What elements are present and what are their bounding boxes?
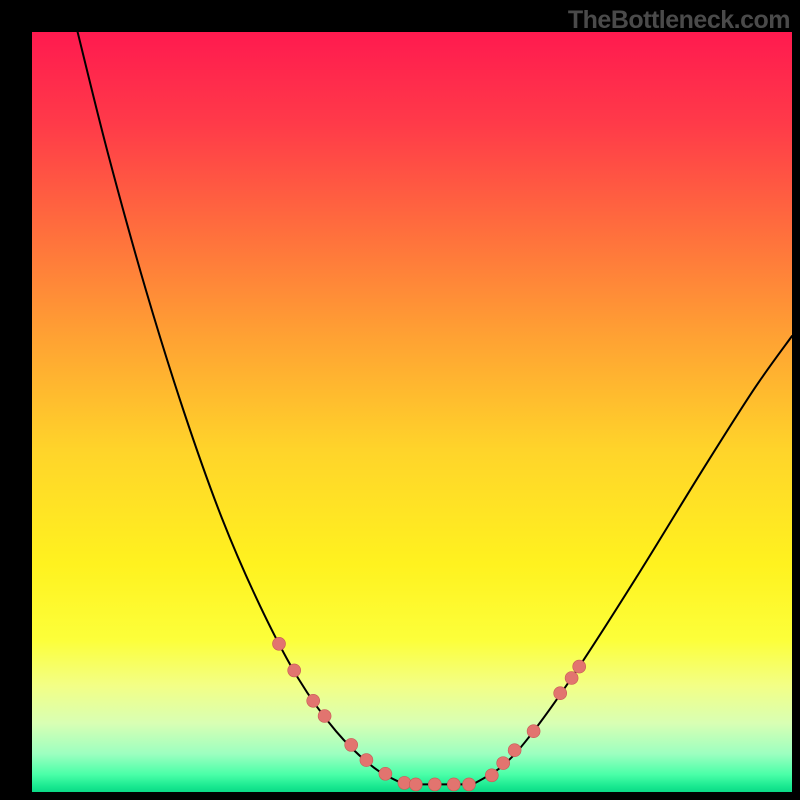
data-marker: [398, 776, 411, 789]
data-marker: [360, 754, 373, 767]
data-marker: [554, 687, 567, 700]
data-marker: [565, 672, 578, 685]
watermark-text: TheBottleneck.com: [568, 6, 790, 35]
data-marker: [447, 778, 460, 791]
plot-area: [32, 32, 792, 792]
chart-svg: [32, 32, 792, 792]
data-marker: [409, 778, 422, 791]
data-marker: [273, 637, 286, 650]
gradient-background: [32, 32, 792, 792]
data-marker: [463, 778, 476, 791]
data-marker: [485, 769, 498, 782]
data-marker: [307, 694, 320, 707]
data-marker: [508, 744, 521, 757]
data-marker: [527, 725, 540, 738]
data-marker: [497, 757, 510, 770]
chart-container: TheBottleneck.com: [0, 0, 800, 800]
data-marker: [379, 767, 392, 780]
data-marker: [318, 710, 331, 723]
data-marker: [573, 660, 586, 673]
data-marker: [288, 664, 301, 677]
data-marker: [345, 738, 358, 751]
data-marker: [428, 778, 441, 791]
